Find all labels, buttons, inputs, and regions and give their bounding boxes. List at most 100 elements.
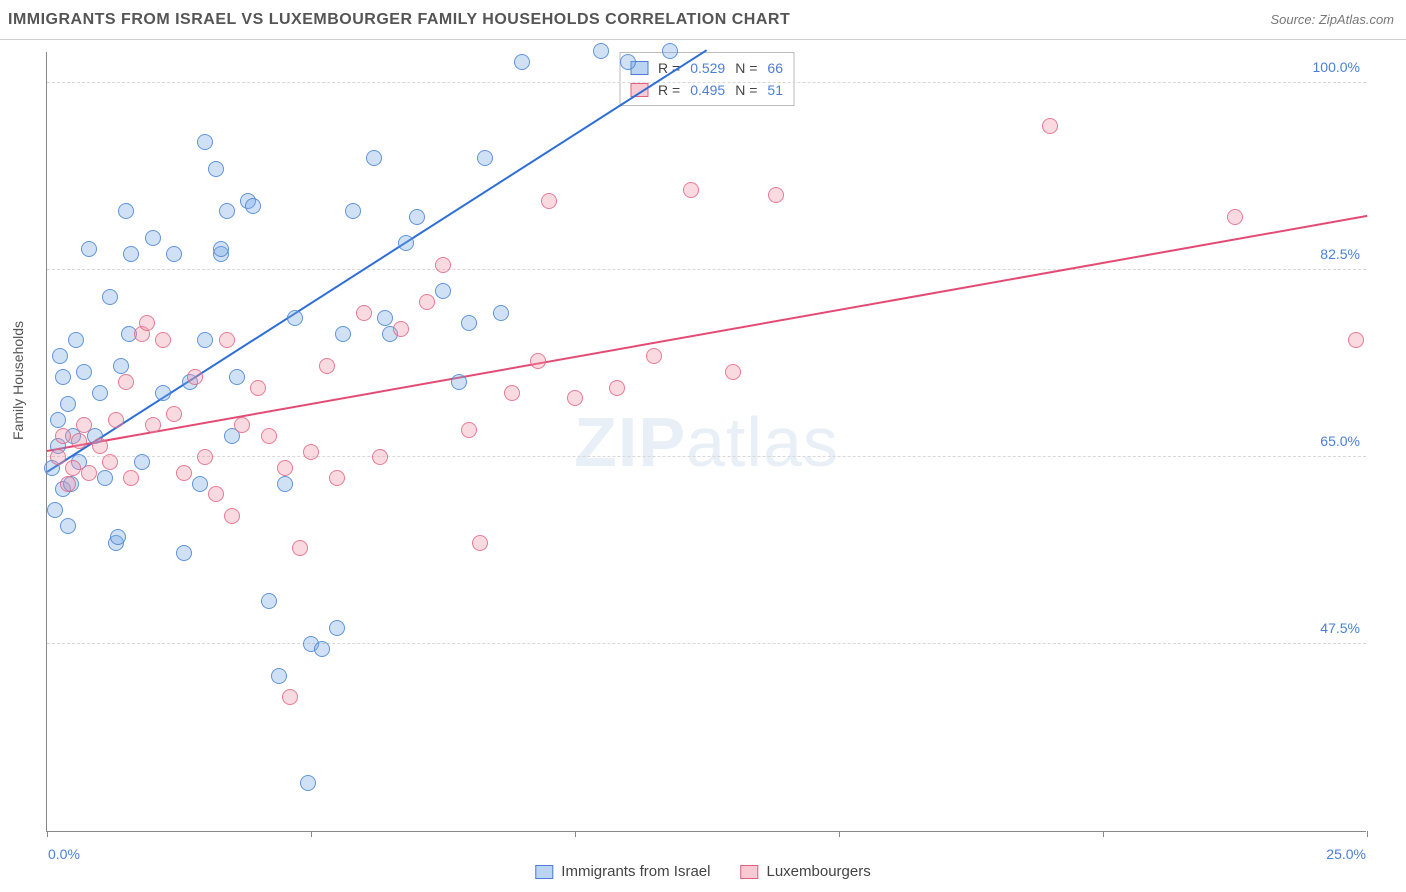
gridline	[47, 456, 1366, 457]
data-point	[192, 476, 208, 492]
data-point	[47, 502, 63, 518]
data-point	[261, 428, 277, 444]
data-point	[187, 369, 203, 385]
data-point	[81, 465, 97, 481]
data-point	[768, 187, 784, 203]
x-tick	[1367, 831, 1368, 837]
trend-line	[46, 49, 707, 473]
data-point	[234, 417, 250, 433]
data-point	[514, 54, 530, 70]
data-point	[435, 283, 451, 299]
data-point	[155, 332, 171, 348]
data-point	[451, 374, 467, 390]
gridline	[47, 82, 1366, 83]
data-point	[50, 412, 66, 428]
data-point	[65, 460, 81, 476]
data-point	[81, 241, 97, 257]
data-point	[229, 369, 245, 385]
data-point	[329, 620, 345, 636]
data-point	[71, 433, 87, 449]
data-point	[134, 454, 150, 470]
data-point	[208, 161, 224, 177]
data-point	[208, 486, 224, 502]
data-point	[609, 380, 625, 396]
n-label: N =	[735, 57, 757, 79]
data-point	[303, 444, 319, 460]
legend-item-israel: Immigrants from Israel	[535, 863, 710, 880]
data-point	[725, 364, 741, 380]
data-point	[52, 348, 68, 364]
data-point	[108, 412, 124, 428]
data-point	[477, 150, 493, 166]
data-point	[245, 198, 261, 214]
data-point	[504, 385, 520, 401]
data-point	[461, 315, 477, 331]
source-attribution: Source: ZipAtlas.com	[1270, 12, 1394, 27]
data-point	[335, 326, 351, 342]
data-point	[197, 134, 213, 150]
data-point	[435, 257, 451, 273]
data-point	[393, 321, 409, 337]
watermark-zip: ZIP	[574, 403, 686, 481]
x-tick	[839, 831, 840, 837]
data-point	[662, 43, 678, 59]
data-point	[1227, 209, 1243, 225]
data-point	[176, 465, 192, 481]
data-point	[372, 449, 388, 465]
y-axis-label: Family Households	[10, 321, 26, 440]
y-tick-label: 82.5%	[1320, 246, 1360, 262]
data-point	[620, 54, 636, 70]
x-tick	[311, 831, 312, 837]
data-point	[166, 246, 182, 262]
data-point	[60, 396, 76, 412]
legend-row-blue: R = 0.529 N = 66	[630, 57, 783, 79]
data-point	[366, 150, 382, 166]
data-point	[319, 358, 335, 374]
data-point	[76, 417, 92, 433]
data-point	[110, 529, 126, 545]
data-point	[345, 203, 361, 219]
data-point	[1348, 332, 1364, 348]
data-point	[68, 332, 84, 348]
x-tick-label-max: 25.0%	[1326, 846, 1366, 862]
data-point	[118, 374, 134, 390]
x-tick	[575, 831, 576, 837]
trend-line	[47, 215, 1367, 452]
legend-label: Immigrants from Israel	[561, 863, 710, 880]
data-point	[55, 369, 71, 385]
data-point	[197, 332, 213, 348]
y-tick-label: 47.5%	[1320, 620, 1360, 636]
data-point	[377, 310, 393, 326]
data-point	[213, 241, 229, 257]
data-point	[593, 43, 609, 59]
data-point	[123, 470, 139, 486]
data-point	[139, 315, 155, 331]
data-point	[55, 428, 71, 444]
x-tick-label-min: 0.0%	[48, 846, 80, 862]
data-point	[287, 310, 303, 326]
data-point	[92, 438, 108, 454]
data-point	[92, 385, 108, 401]
gridline	[47, 643, 1366, 644]
scatter-plot-area: ZIPatlas R = 0.529 N = 66 R = 0.495 N = …	[46, 52, 1366, 832]
data-point	[123, 246, 139, 262]
data-point	[102, 454, 118, 470]
data-point	[1042, 118, 1058, 134]
data-point	[166, 406, 182, 422]
data-point	[60, 518, 76, 534]
legend-swatch-blue	[535, 865, 553, 879]
data-point	[409, 209, 425, 225]
data-point	[282, 689, 298, 705]
data-point	[176, 545, 192, 561]
data-point	[419, 294, 435, 310]
legend-label: Luxembourgers	[766, 863, 870, 880]
r-value: 0.529	[690, 57, 725, 79]
data-point	[472, 535, 488, 551]
data-point	[102, 289, 118, 305]
data-point	[493, 305, 509, 321]
data-point	[646, 348, 662, 364]
x-tick	[47, 831, 48, 837]
data-point	[224, 508, 240, 524]
data-point	[113, 358, 129, 374]
data-point	[145, 417, 161, 433]
